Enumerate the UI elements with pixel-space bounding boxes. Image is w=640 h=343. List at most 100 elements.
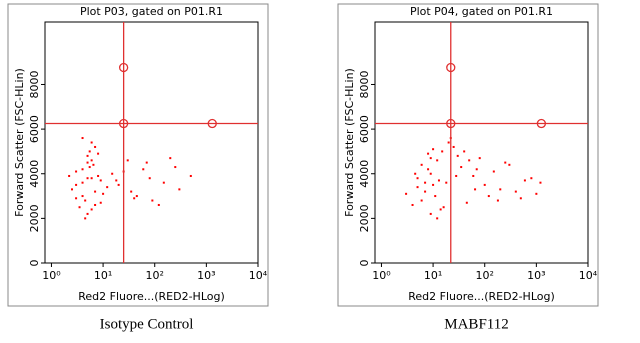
event-dot	[94, 145, 97, 148]
x-tick-label: 10¹	[94, 269, 112, 282]
event-dot	[535, 192, 538, 195]
event-dot	[189, 174, 192, 177]
event-dot	[148, 177, 151, 180]
event-dot	[439, 208, 442, 211]
x-tick-label: 10⁴	[579, 269, 598, 282]
event-dot	[70, 188, 73, 191]
gate-handle	[446, 62, 456, 73]
event-dot	[99, 201, 102, 204]
y-tick-label: 8000	[28, 70, 41, 98]
event-dot	[456, 154, 459, 157]
event-dot	[424, 181, 427, 184]
event-dot	[86, 154, 89, 157]
event-dot	[411, 203, 414, 206]
event-dot	[432, 148, 435, 151]
event-dot	[99, 179, 102, 182]
x-tick-label: 10²	[476, 269, 494, 282]
event-dot	[492, 170, 495, 173]
gate-handle	[536, 118, 547, 129]
event-dot	[437, 179, 440, 182]
event-dot	[90, 177, 93, 180]
x-tick-label: 10³	[197, 269, 215, 282]
event-dot	[432, 183, 435, 186]
event-dot	[420, 199, 423, 202]
event-dot	[78, 206, 81, 209]
event-dot	[111, 172, 114, 175]
gate-handle	[118, 62, 129, 73]
event-dot	[145, 161, 148, 164]
event-dot	[178, 188, 181, 191]
event-dot	[420, 163, 423, 166]
event-dot	[84, 217, 87, 220]
event-dot	[483, 183, 486, 186]
event-dot	[117, 183, 120, 186]
x-tick-label: 10¹	[424, 269, 442, 282]
event-dot	[441, 150, 444, 153]
x-axis-label: Red2 Fluore...(RED2-HLog)	[408, 290, 555, 303]
event-dot	[142, 168, 145, 171]
event-dot	[174, 166, 177, 169]
event-dot	[468, 159, 471, 162]
chart-title: Plot P04, gated on P01.R1	[410, 5, 553, 18]
event-dot	[94, 203, 97, 206]
event-dot	[86, 161, 89, 164]
event-dot	[427, 168, 430, 171]
panel-frame	[7, 3, 269, 307]
event-dot	[169, 157, 172, 160]
caption: MABF112	[444, 316, 508, 332]
event-dot	[88, 150, 91, 153]
event-dot	[519, 197, 522, 200]
y-tick-label: 2000	[358, 204, 371, 232]
panel-frame	[337, 3, 599, 307]
event-dot	[75, 183, 78, 186]
plot-area	[44, 21, 259, 264]
x-axis-label: Red2 Fluore...(RED2-HLog)	[78, 290, 225, 303]
event-dot	[424, 190, 427, 193]
event-dot	[474, 188, 477, 191]
y-tick-label: 6000	[358, 115, 371, 143]
event-dot	[436, 217, 439, 220]
event-dot	[157, 203, 160, 206]
event-dot	[465, 201, 468, 204]
y-tick-label: 6000	[28, 115, 41, 143]
x-tick-label: 10²	[146, 269, 164, 282]
event-dot	[81, 195, 84, 198]
event-dot	[75, 197, 78, 200]
event-dot	[455, 174, 458, 177]
event-dot	[508, 163, 511, 166]
x-tick-label: 10³	[527, 269, 545, 282]
event-dot	[151, 199, 154, 202]
event-dot	[405, 192, 408, 195]
event-dot	[475, 168, 478, 171]
event-dot	[416, 186, 419, 189]
event-dot	[88, 166, 91, 169]
event-dot	[102, 192, 105, 195]
event-dot	[429, 212, 432, 215]
event-dot	[94, 190, 97, 193]
event-dot	[499, 188, 502, 191]
event-dot	[75, 170, 78, 173]
event-dot	[115, 179, 118, 182]
event-dot	[90, 208, 93, 211]
event-dot	[530, 177, 533, 180]
event-dot	[416, 177, 419, 180]
event-dot	[81, 168, 84, 171]
event-dot	[81, 137, 84, 140]
y-tick-label: 4000	[28, 160, 41, 188]
event-dot	[86, 177, 89, 180]
event-dot	[133, 197, 136, 200]
x-tick-label: 10⁴	[249, 269, 268, 282]
event-dot	[434, 195, 437, 198]
y-axis-label: Forward Scatter (FSC-HLin)	[13, 68, 26, 217]
y-tick-label: 8000	[358, 70, 371, 98]
event-dot	[106, 186, 109, 189]
plot-area	[374, 21, 589, 264]
event-dot	[130, 190, 133, 193]
event-dot	[429, 157, 432, 160]
gate-handle	[118, 118, 129, 129]
event-dot	[496, 199, 499, 202]
chart-title: Plot P03, gated on P01.R1	[80, 5, 223, 18]
y-axis-label: Forward Scatter (FSC-HLin)	[343, 68, 356, 217]
